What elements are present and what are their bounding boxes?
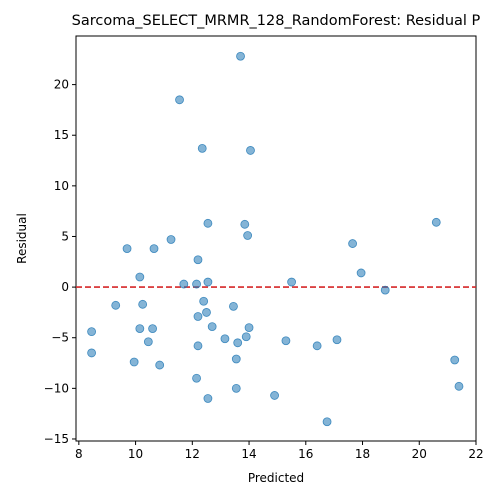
y-tick-label: 0 xyxy=(61,280,69,294)
y-axis-label: Residual xyxy=(15,213,29,264)
data-point xyxy=(281,336,291,346)
y-tick-label: 10 xyxy=(54,179,69,193)
data-point xyxy=(135,272,145,282)
data-point xyxy=(332,335,342,345)
data-point xyxy=(87,348,97,358)
data-point xyxy=(179,279,189,289)
data-point xyxy=(192,373,201,383)
x-tick-label: 8 xyxy=(75,447,83,461)
data-point xyxy=(356,268,366,278)
data-point xyxy=(122,244,132,254)
data-point xyxy=(129,357,139,367)
data-point xyxy=(87,327,97,337)
data-point xyxy=(380,285,390,295)
chart-title: Sarcoma_SELECT_MRMR_128_RandomForest: Re… xyxy=(72,13,481,29)
data-point xyxy=(233,338,243,348)
data-point xyxy=(322,417,332,427)
data-point xyxy=(197,143,207,153)
y-tick-label: −5 xyxy=(51,331,69,345)
data-point xyxy=(220,334,230,344)
plot-area xyxy=(75,35,477,442)
data-point xyxy=(207,322,217,331)
data-point xyxy=(148,324,157,334)
data-point xyxy=(111,300,121,310)
data-point xyxy=(231,354,241,364)
data-point xyxy=(202,308,211,317)
y-tick-label: 5 xyxy=(61,229,69,243)
data-point xyxy=(192,279,201,289)
x-axis-label: Predicted xyxy=(248,471,304,485)
data-point xyxy=(203,277,213,287)
data-point xyxy=(246,146,255,155)
data-point xyxy=(199,296,209,306)
y-axis: −15 −10 −5 0 5 10 15 20 xyxy=(44,78,76,446)
data-point xyxy=(236,51,245,61)
data-point xyxy=(193,341,203,351)
data-point xyxy=(175,95,184,105)
data-point xyxy=(312,341,322,351)
x-tick-label: 10 xyxy=(128,447,143,461)
data-point xyxy=(203,218,213,228)
x-tick-label: 12 xyxy=(185,447,200,461)
data-point xyxy=(135,324,145,334)
data-point xyxy=(193,312,203,321)
data-points xyxy=(87,51,464,427)
x-tick-label: 22 xyxy=(468,447,483,461)
data-point xyxy=(166,235,176,244)
data-point xyxy=(138,299,148,309)
data-point xyxy=(348,239,357,248)
data-point xyxy=(244,323,254,333)
x-tick-label: 18 xyxy=(355,447,370,461)
data-point xyxy=(431,217,441,227)
data-point xyxy=(240,219,250,229)
data-point xyxy=(143,337,153,347)
data-point xyxy=(241,332,251,342)
data-point xyxy=(270,391,279,400)
data-point xyxy=(149,244,159,254)
data-point xyxy=(231,383,241,393)
data-point xyxy=(193,255,203,265)
data-point xyxy=(450,355,460,365)
y-tick-label: −10 xyxy=(44,381,69,395)
x-tick-label: 14 xyxy=(241,447,256,461)
x-tick-label: 16 xyxy=(298,447,313,461)
data-point xyxy=(229,301,238,311)
y-tick-label: 15 xyxy=(54,128,69,142)
data-point xyxy=(155,360,165,370)
data-point xyxy=(203,394,213,403)
data-point xyxy=(287,277,297,287)
data-point xyxy=(243,231,253,240)
data-point xyxy=(454,381,464,391)
y-tick-label: −15 xyxy=(44,432,69,446)
x-tick-label: 20 xyxy=(412,447,427,461)
y-tick-label: 20 xyxy=(54,78,69,92)
x-axis: 8 10 12 14 16 18 20 22 xyxy=(75,441,484,461)
